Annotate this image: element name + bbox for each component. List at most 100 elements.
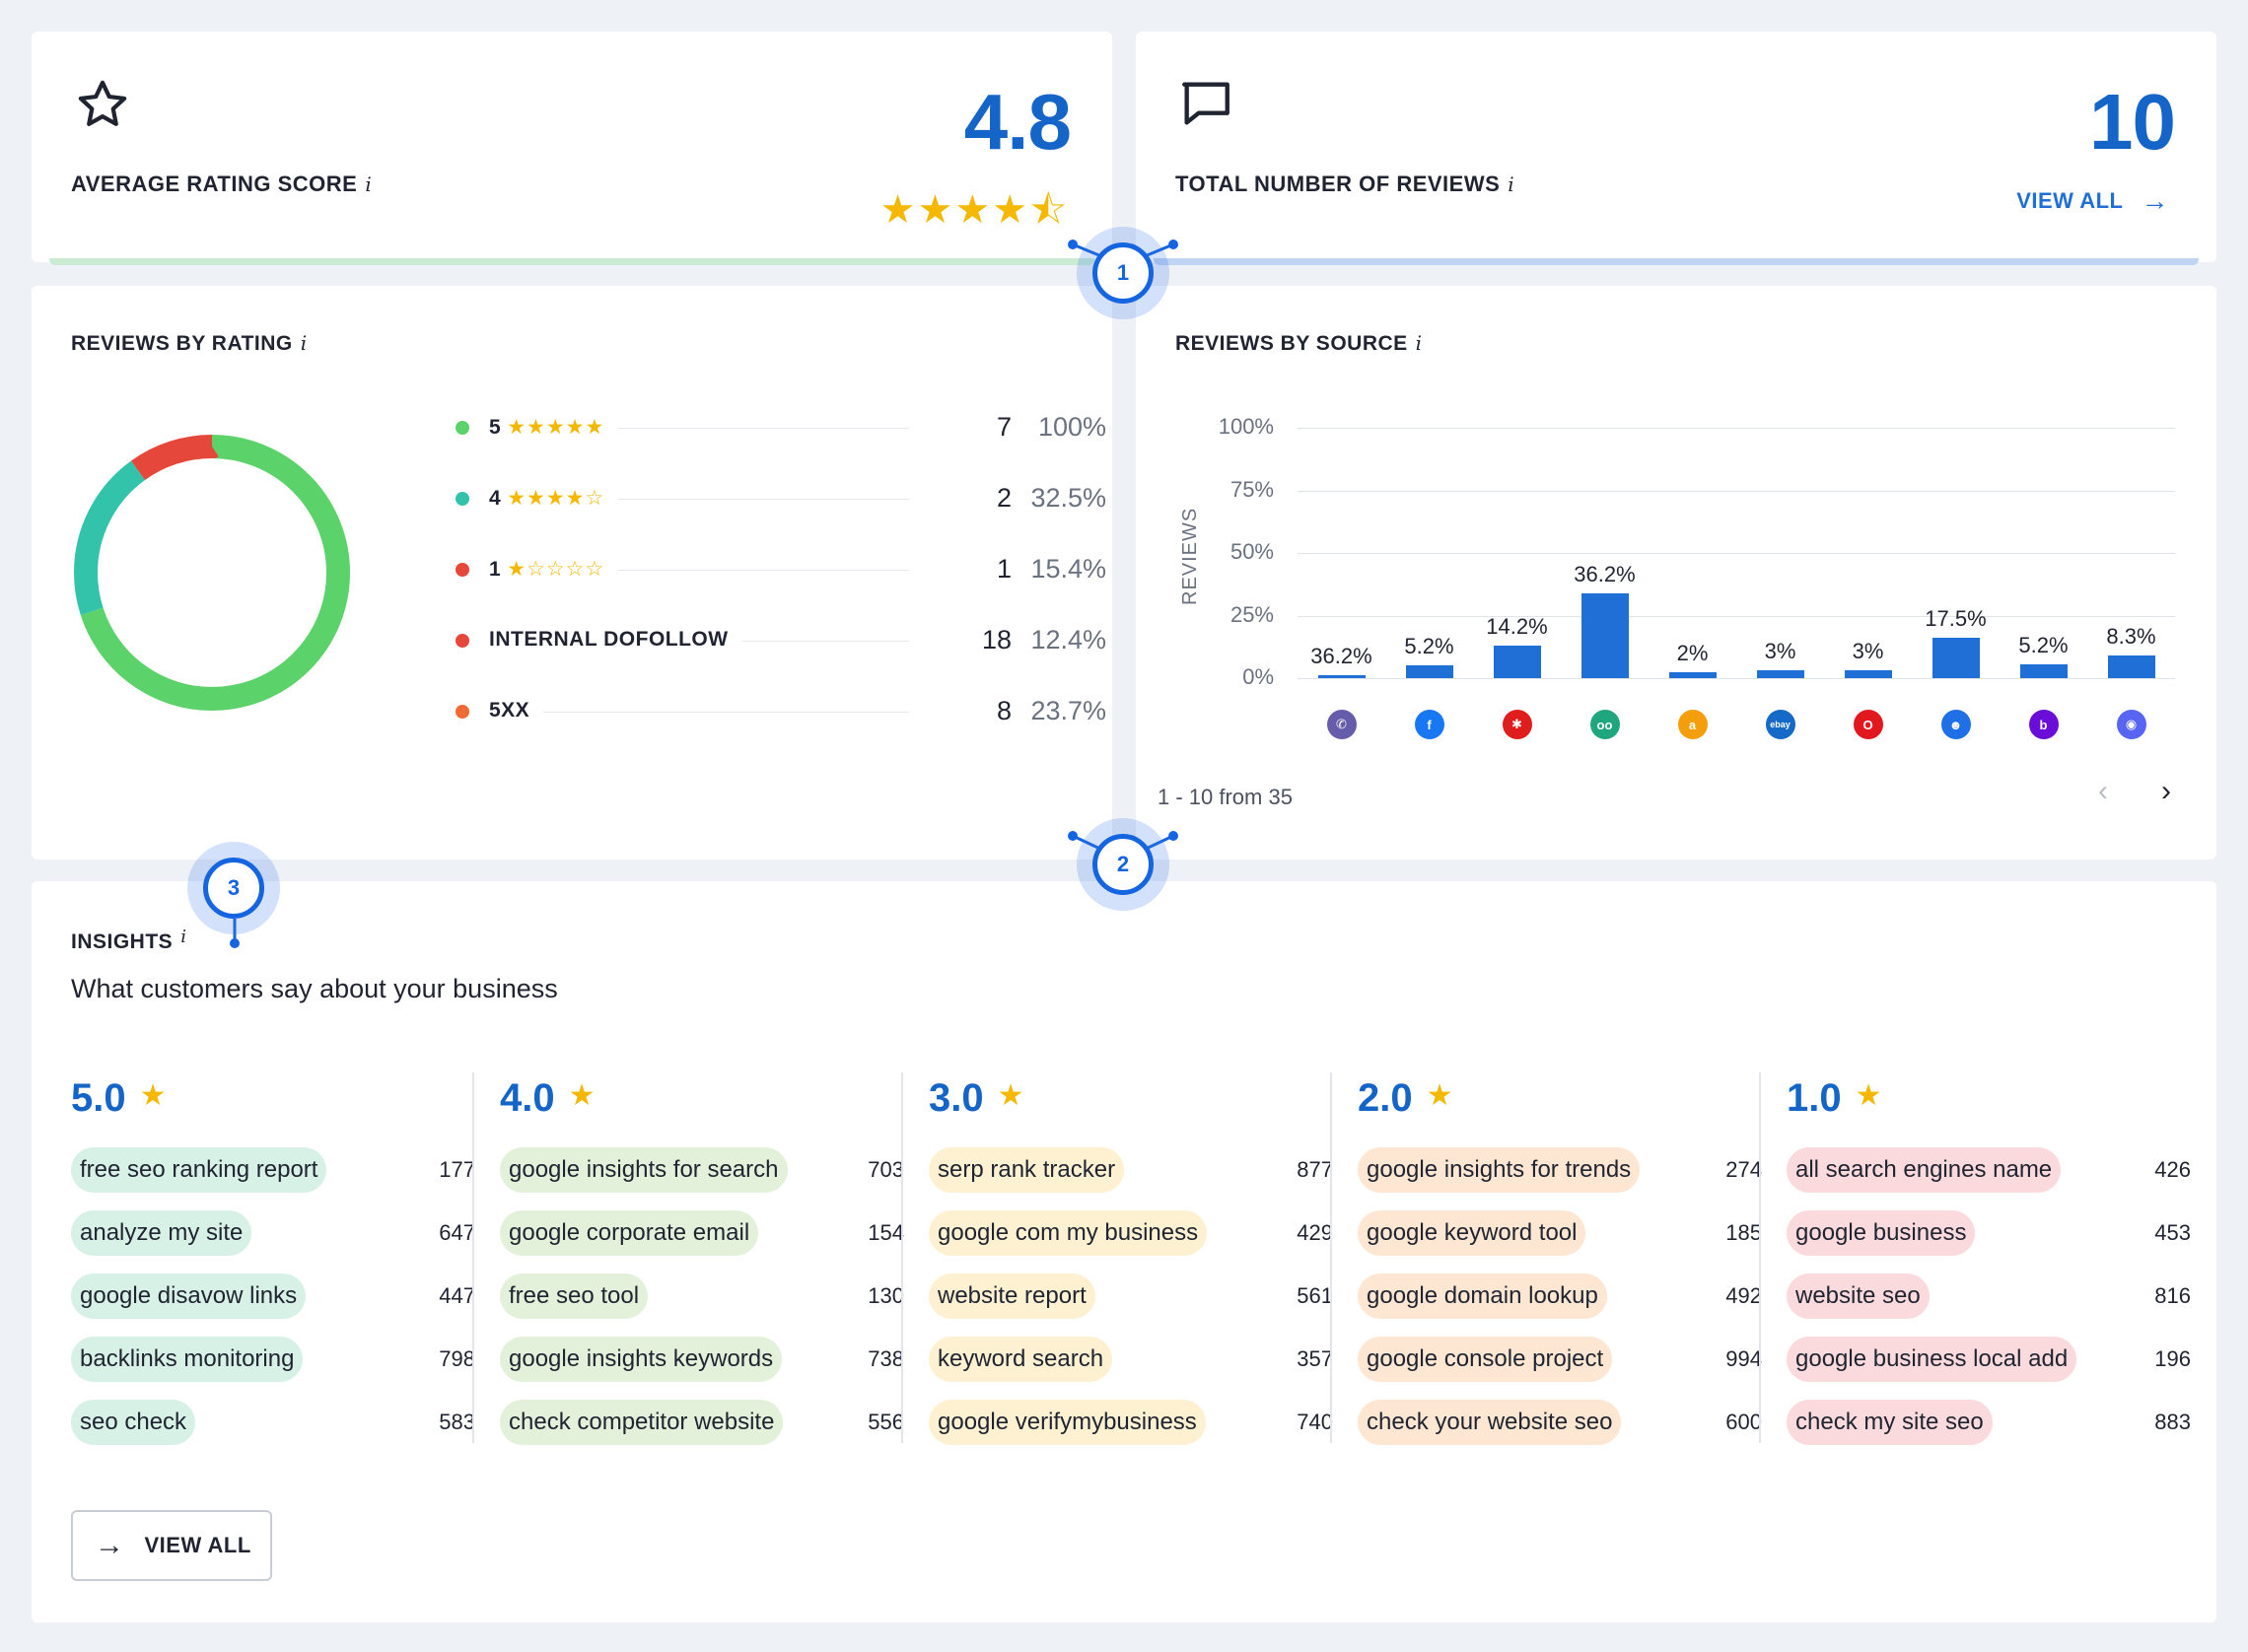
yelp-icon[interactable]: ✱ — [1502, 710, 1532, 739]
bar[interactable] — [1844, 670, 1892, 678]
legend-percent: 12.4% — [1030, 625, 1106, 654]
bar[interactable] — [1756, 670, 1804, 678]
gridline — [1298, 553, 2175, 554]
view-all-reviews-link[interactable]: VIEW ALL → — [2016, 185, 2169, 216]
gridline — [1298, 428, 2175, 429]
keyword-chip[interactable]: google com my business — [929, 1210, 1208, 1256]
star-icon: ★ — [139, 1079, 167, 1112]
column-divider — [472, 1072, 474, 1443]
legend-dot — [456, 421, 469, 435]
keyword-count: 994 — [1725, 1346, 1762, 1371]
keyword-chip[interactable]: backlinks monitoring — [71, 1337, 304, 1382]
tripadvisor-icon[interactable]: oo — [1589, 710, 1620, 739]
bar[interactable] — [2019, 664, 2068, 678]
keyword-count: 877 — [1297, 1157, 1333, 1182]
keyword-chip[interactable]: google business — [1787, 1210, 1976, 1256]
bar-data-label: 5.2% — [2018, 633, 2069, 658]
info-icon[interactable]: i — [365, 172, 373, 196]
keyword-chip[interactable]: serp rank tracker — [929, 1147, 1125, 1193]
prev-page-button[interactable]: ‹ — [2098, 775, 2108, 807]
legend-row[interactable]: 5 ★★★★★ 7 100% — [456, 410, 1106, 446]
info-icon[interactable]: i — [1415, 331, 1423, 355]
bar-data-label: 5.2% — [1404, 633, 1454, 658]
legend-stars: ★☆☆☆☆ — [507, 558, 605, 581]
discord-icon[interactable]: ◉ — [2116, 710, 2146, 739]
arrow-right-icon: → — [95, 1529, 125, 1561]
next-page-button[interactable]: › — [2161, 775, 2171, 807]
column-divider — [1759, 1072, 1761, 1443]
keyword-chip[interactable]: google insights for search — [500, 1147, 788, 1193]
bar[interactable] — [1581, 592, 1629, 678]
info-icon[interactable]: i — [180, 927, 187, 947]
keyword-chip[interactable]: google corporate email — [500, 1210, 759, 1256]
tour-marker-2[interactable]: 2 — [1077, 818, 1169, 911]
keyword-count: 556 — [868, 1410, 904, 1434]
keyword-chip[interactable]: website seo — [1787, 1273, 1930, 1319]
keyword-chip[interactable]: all search engines name — [1787, 1147, 2062, 1193]
half-star-icon: ⯪ — [1029, 188, 1069, 232]
keyword-chip[interactable]: free seo tool — [500, 1273, 649, 1319]
keyword-chip[interactable]: website report — [929, 1273, 1095, 1319]
keyword-count: 185 — [1725, 1220, 1762, 1245]
info-icon[interactable]: i — [1508, 172, 1515, 196]
legend-dot — [456, 492, 469, 506]
keyword-count: 130 — [868, 1283, 904, 1308]
legend-divider — [495, 712, 909, 713]
legend-row[interactable]: 5XX 8 23.7% — [456, 694, 1106, 729]
legend-count: 2 — [996, 483, 1012, 513]
keyword-count: 453 — [2154, 1220, 2191, 1245]
facebook-icon[interactable]: f — [1414, 710, 1444, 739]
keyword-chip[interactable]: google insights keywords — [500, 1337, 783, 1382]
keyword-chip[interactable]: check competitor website — [500, 1400, 784, 1445]
keyword-chip[interactable]: google verifymybusiness — [929, 1400, 1206, 1445]
opera-icon[interactable]: O — [1853, 710, 1883, 739]
bar[interactable] — [1932, 638, 1980, 678]
bar-data-label: 17.5% — [1925, 606, 1987, 632]
keyword-count: 196 — [2154, 1346, 2191, 1371]
keyword-chip[interactable]: google keyword tool — [1358, 1210, 1586, 1256]
info-icon[interactable]: i — [300, 331, 308, 355]
green-strip — [49, 258, 1094, 265]
legend-row[interactable]: 1 ★☆☆☆☆ 1 15.4% — [456, 552, 1106, 587]
keyword-count: 647 — [439, 1220, 475, 1245]
tour-marker-1[interactable]: 1 — [1077, 227, 1169, 319]
keyword-chip[interactable]: free seo ranking report — [71, 1147, 327, 1193]
beatport-icon[interactable]: b — [2028, 710, 2059, 739]
star-icon: ★ — [1855, 1079, 1882, 1112]
gridline — [1298, 678, 2175, 679]
legend-label: INTERNAL DOFOLLOW — [489, 628, 742, 652]
keyword-chip[interactable]: google business local add — [1787, 1337, 2077, 1382]
reviews-by-rating-title: REVIEWS BY RATING i — [71, 331, 308, 355]
keyword-chip[interactable]: analyze my site — [71, 1210, 252, 1256]
amazon-icon[interactable]: a — [1677, 710, 1708, 739]
legend-label: 4 ★★★★☆ — [489, 486, 619, 511]
keyword-chip[interactable]: google disavow links — [71, 1273, 307, 1319]
keyword-chip[interactable]: check your website seo — [1358, 1400, 1622, 1445]
tour-marker-3[interactable]: 3 — [187, 842, 280, 934]
bar[interactable] — [1405, 664, 1453, 678]
keyword-count: 429 — [1297, 1220, 1333, 1245]
keyword-count: 883 — [2154, 1410, 2191, 1434]
legend-dot — [456, 705, 469, 719]
bar[interactable] — [1493, 645, 1541, 678]
rating-score: 3.0 ★ — [929, 1076, 1024, 1120]
legend-stars: ★★★★★ — [507, 416, 605, 439]
legend-row[interactable]: INTERNAL DOFOLLOW 18 12.4% — [456, 623, 1106, 658]
bar[interactable] — [1668, 671, 1717, 678]
keyword-chip[interactable]: google insights for trends — [1358, 1147, 1641, 1193]
bar[interactable] — [1317, 675, 1366, 678]
ebay-icon[interactable]: ebay — [1765, 710, 1795, 739]
keyword-chip[interactable]: seo check — [71, 1400, 196, 1445]
keyword-chip[interactable]: check my site seo — [1787, 1400, 1993, 1445]
keyword-chip[interactable]: keyword search — [929, 1337, 1113, 1382]
keyword-chip[interactable]: google domain lookup — [1358, 1273, 1607, 1319]
viber-icon[interactable]: ✆ — [1326, 710, 1357, 739]
rating-stars: ★★★★⯪ — [879, 188, 1069, 232]
keyword-chip[interactable]: google console project — [1358, 1337, 1613, 1382]
reddit-icon[interactable]: ☻ — [1940, 710, 1971, 739]
bar[interactable] — [2107, 655, 2155, 678]
column-divider — [901, 1072, 903, 1443]
view-all-insights-button[interactable]: → VIEW ALL — [71, 1510, 272, 1581]
bar-data-label: 3% — [1852, 639, 1884, 664]
legend-row[interactable]: 4 ★★★★☆ 2 32.5% — [456, 481, 1106, 516]
